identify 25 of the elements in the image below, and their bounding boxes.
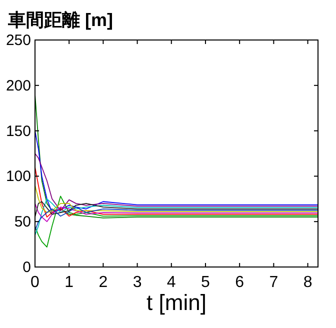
- y-tick-label: 0: [22, 259, 31, 276]
- line-series: [34, 196, 318, 248]
- chart-title: 車間距離 [m]: [7, 10, 113, 30]
- x-tick-label: 7: [269, 274, 278, 291]
- x-axis-title: t [min]: [146, 290, 206, 315]
- y-tick-label: 250: [6, 32, 31, 49]
- y-tick-label: 100: [6, 168, 31, 186]
- x-tick-label: 3: [132, 274, 142, 291]
- x-tick-label: 8: [303, 274, 312, 291]
- y-tick-label: 150: [6, 122, 31, 140]
- line-series: [34, 153, 318, 212]
- x-tick-label: 2: [98, 274, 108, 291]
- line-series: [34, 184, 318, 213]
- x-tick-label: 1: [64, 274, 74, 291]
- line-series: [34, 202, 318, 222]
- line-series: [34, 130, 318, 213]
- x-tick-label: 4: [166, 274, 176, 291]
- x-tick-label: 6: [235, 274, 244, 291]
- line-series: [34, 201, 318, 218]
- line-series: [34, 166, 318, 218]
- line-series: [34, 206, 318, 232]
- x-tick-label: 5: [201, 274, 210, 291]
- line-series: [34, 198, 318, 236]
- y-tick-label: 50: [14, 214, 31, 231]
- y-tick-label: 200: [6, 77, 31, 94]
